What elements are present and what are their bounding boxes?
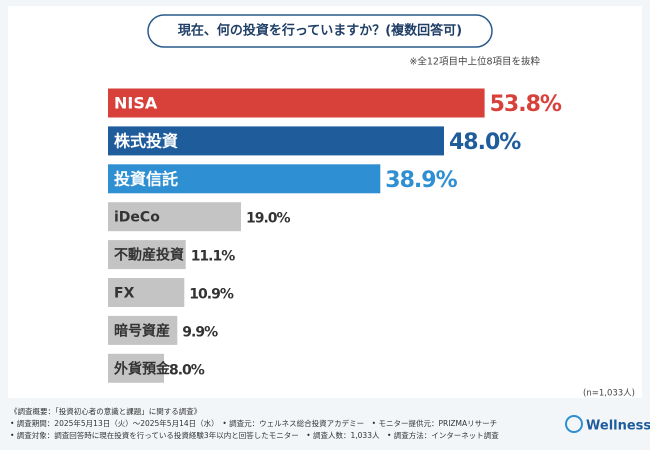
- category-label: 暗号資産: [114, 322, 170, 339]
- value-label: 48.0%: [449, 130, 521, 155]
- category-label: 株式投資: [114, 131, 178, 150]
- value-label: 38.9%: [385, 168, 457, 193]
- note: ※全12項目中上位8項目を抜粋: [409, 56, 540, 68]
- value-label: 53.8%: [490, 92, 562, 117]
- panel: [8, 6, 642, 398]
- bar: [108, 88, 485, 118]
- logo: Wellness: [586, 419, 650, 434]
- footnote: • 調査期間：2025年5月13日（火）～2025年5月14日（水） • 調査元…: [10, 418, 497, 428]
- category-label: 外貨預金: [114, 360, 171, 377]
- category-label: NISA: [114, 94, 158, 113]
- chart-title: 現在、何の投資を行っていますか？(複数回答可): [178, 23, 462, 39]
- value-label: 19.0%: [246, 211, 291, 227]
- logo-mark: [565, 415, 583, 433]
- title-frame: [147, 14, 493, 48]
- value-label: 11.1%: [191, 249, 236, 265]
- category-label: FX: [114, 286, 135, 302]
- bar: [108, 353, 164, 383]
- category-label: 不動産投資: [114, 247, 184, 264]
- sample-size: (n=1,033人): [583, 389, 635, 399]
- category-label: iDeCo: [114, 210, 160, 226]
- value-label: 10.9%: [189, 287, 234, 303]
- bar: [108, 164, 381, 194]
- footnote: • 調査対象：調査回答時に現在投資を行っている投資経験3年以内と回答したモニター…: [10, 430, 499, 440]
- bar: [108, 126, 444, 156]
- footnote: 《調査概要：「投資初心者の意識と課題」に関する調査》: [10, 406, 201, 416]
- bar: [108, 202, 241, 232]
- value-label: 8.0%: [169, 362, 205, 378]
- bar: [108, 240, 186, 270]
- category-label: 投資信託: [114, 169, 178, 188]
- bar: [108, 315, 178, 345]
- bar: [108, 278, 185, 307]
- value-label: 9.9%: [182, 324, 218, 340]
